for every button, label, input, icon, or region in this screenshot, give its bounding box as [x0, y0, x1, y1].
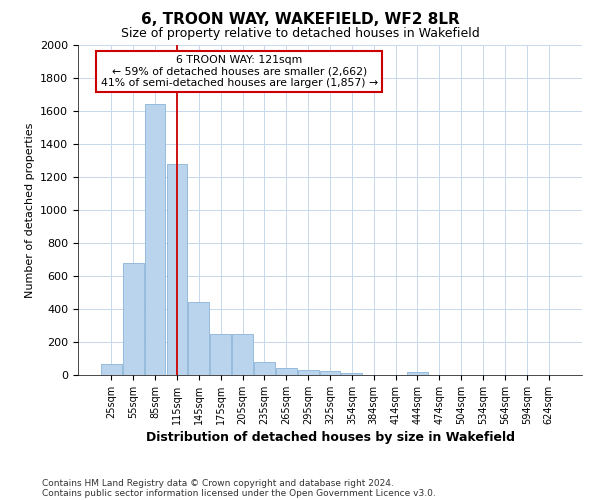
Text: Contains HM Land Registry data © Crown copyright and database right 2024.: Contains HM Land Registry data © Crown c… [42, 478, 394, 488]
Bar [167, 164, 187, 375]
Bar [276, 368, 296, 375]
Text: Size of property relative to detached houses in Wakefield: Size of property relative to detached ho… [121, 28, 479, 40]
Bar [232, 334, 253, 375]
Bar [188, 302, 209, 375]
Bar [123, 263, 143, 375]
Bar [320, 371, 340, 375]
Text: 6, TROON WAY, WAKEFIELD, WF2 8LR: 6, TROON WAY, WAKEFIELD, WF2 8LR [140, 12, 460, 28]
Bar [101, 364, 122, 375]
Bar [298, 370, 319, 375]
Bar [145, 104, 166, 375]
Bar [210, 334, 231, 375]
Text: Contains public sector information licensed under the Open Government Licence v3: Contains public sector information licen… [42, 488, 436, 498]
Bar [407, 372, 428, 375]
X-axis label: Distribution of detached houses by size in Wakefield: Distribution of detached houses by size … [146, 431, 515, 444]
Bar [254, 362, 275, 375]
Bar [341, 372, 362, 375]
Y-axis label: Number of detached properties: Number of detached properties [25, 122, 35, 298]
Text: 6 TROON WAY: 121sqm
← 59% of detached houses are smaller (2,662)
41% of semi-det: 6 TROON WAY: 121sqm ← 59% of detached ho… [101, 55, 378, 88]
